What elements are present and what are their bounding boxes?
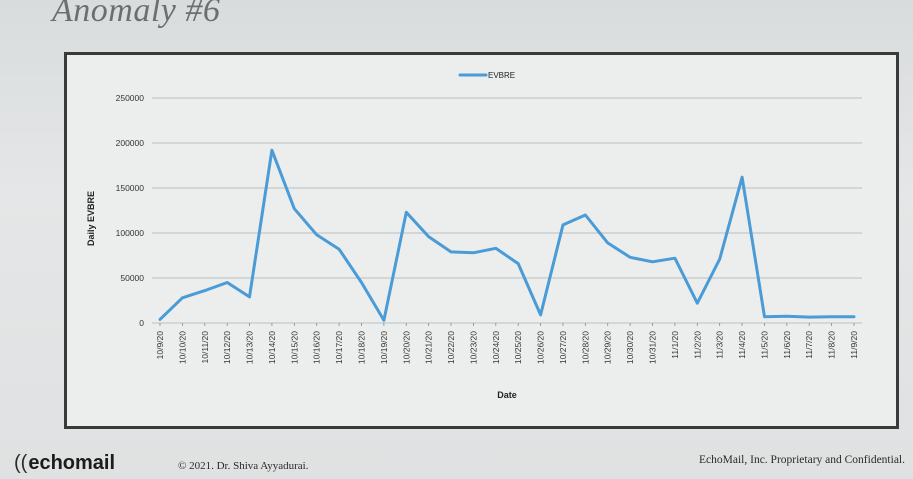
confidential-notice: EchoMail, Inc. Proprietary and Confident… (699, 454, 905, 466)
slide-title: Anomaly #6 (52, 0, 221, 29)
x-tick-label: 10/14/20 (267, 331, 277, 364)
x-tick-label: 10/12/20 (222, 331, 232, 364)
x-tick-label: 11/4/20 (737, 331, 747, 359)
x-tick-label: 11/1/20 (670, 331, 680, 359)
x-tick-label: 11/5/20 (759, 331, 769, 359)
y-tick-label: 250000 (116, 93, 145, 103)
x-tick-label: 10/10/20 (177, 331, 187, 364)
logo-text: echomail (28, 452, 116, 474)
line-chart: 250000 200000 150000 100000 50000 0 10/9/20 10/… (86, 71, 862, 400)
x-tick-label: 10/13/20 (245, 331, 255, 364)
legend-label: EVBRE (488, 71, 515, 80)
x-tick-label: 10/9/20 (155, 331, 165, 360)
x-tick-label: 10/28/20 (580, 331, 590, 364)
x-tick-label: 10/27/20 (558, 331, 568, 364)
x-tick-label: 10/11/20 (200, 331, 210, 364)
x-tick-label: 10/31/20 (648, 331, 658, 364)
x-tick-label: 10/21/20 (424, 331, 434, 364)
y-tick-label: 50000 (120, 273, 144, 283)
x-tick-label: 10/24/20 (491, 331, 501, 364)
x-tick-label: 11/2/20 (692, 331, 702, 359)
y-tick-label: 200000 (116, 138, 145, 148)
echomail-logo: ((echomail (14, 452, 115, 475)
x-tick-label: 10/19/20 (379, 331, 389, 364)
x-tick-label: 10/22/20 (446, 331, 456, 364)
y-tick-label: 100000 (116, 228, 145, 238)
series-line-evbre (158, 148, 856, 322)
y-axis-label: Daily EVBRE (86, 191, 96, 246)
x-tick-label: 10/20/20 (401, 331, 411, 364)
x-tick-label: 10/17/20 (334, 331, 344, 364)
y-tick-label: 0 (139, 318, 144, 328)
x-tick-label: 11/3/20 (715, 331, 725, 359)
x-tick-label: 10/15/20 (289, 331, 299, 364)
x-tick-label: 11/6/20 (782, 331, 792, 359)
chart-area: 250000 200000 150000 100000 50000 0 10/9/20 10/… (67, 55, 896, 426)
x-tick-label: 10/26/20 (536, 331, 546, 364)
chart-frame: 250000 200000 150000 100000 50000 0 10/9/20 10/… (64, 52, 899, 429)
x-tick-label: 10/25/20 (513, 331, 523, 364)
x-tick-label: 10/16/20 (312, 331, 322, 364)
x-tick-label: 10/18/20 (356, 331, 366, 364)
x-tick-label: 11/7/20 (804, 331, 814, 359)
logo-swoosh-icon: (( (14, 452, 28, 474)
x-tick-label: 10/23/20 (468, 331, 478, 364)
y-tick-label: 150000 (116, 183, 145, 193)
copyright-text: © 2021. Dr. Shiva Ayyadurai. (178, 460, 309, 472)
x-tick-label: 11/9/20 (849, 331, 859, 359)
x-tick-label: 10/30/20 (625, 331, 635, 364)
x-tick-label: 11/8/20 (827, 331, 837, 359)
x-tick-label: 10/29/20 (603, 331, 613, 364)
x-axis-label: Date (497, 390, 517, 400)
